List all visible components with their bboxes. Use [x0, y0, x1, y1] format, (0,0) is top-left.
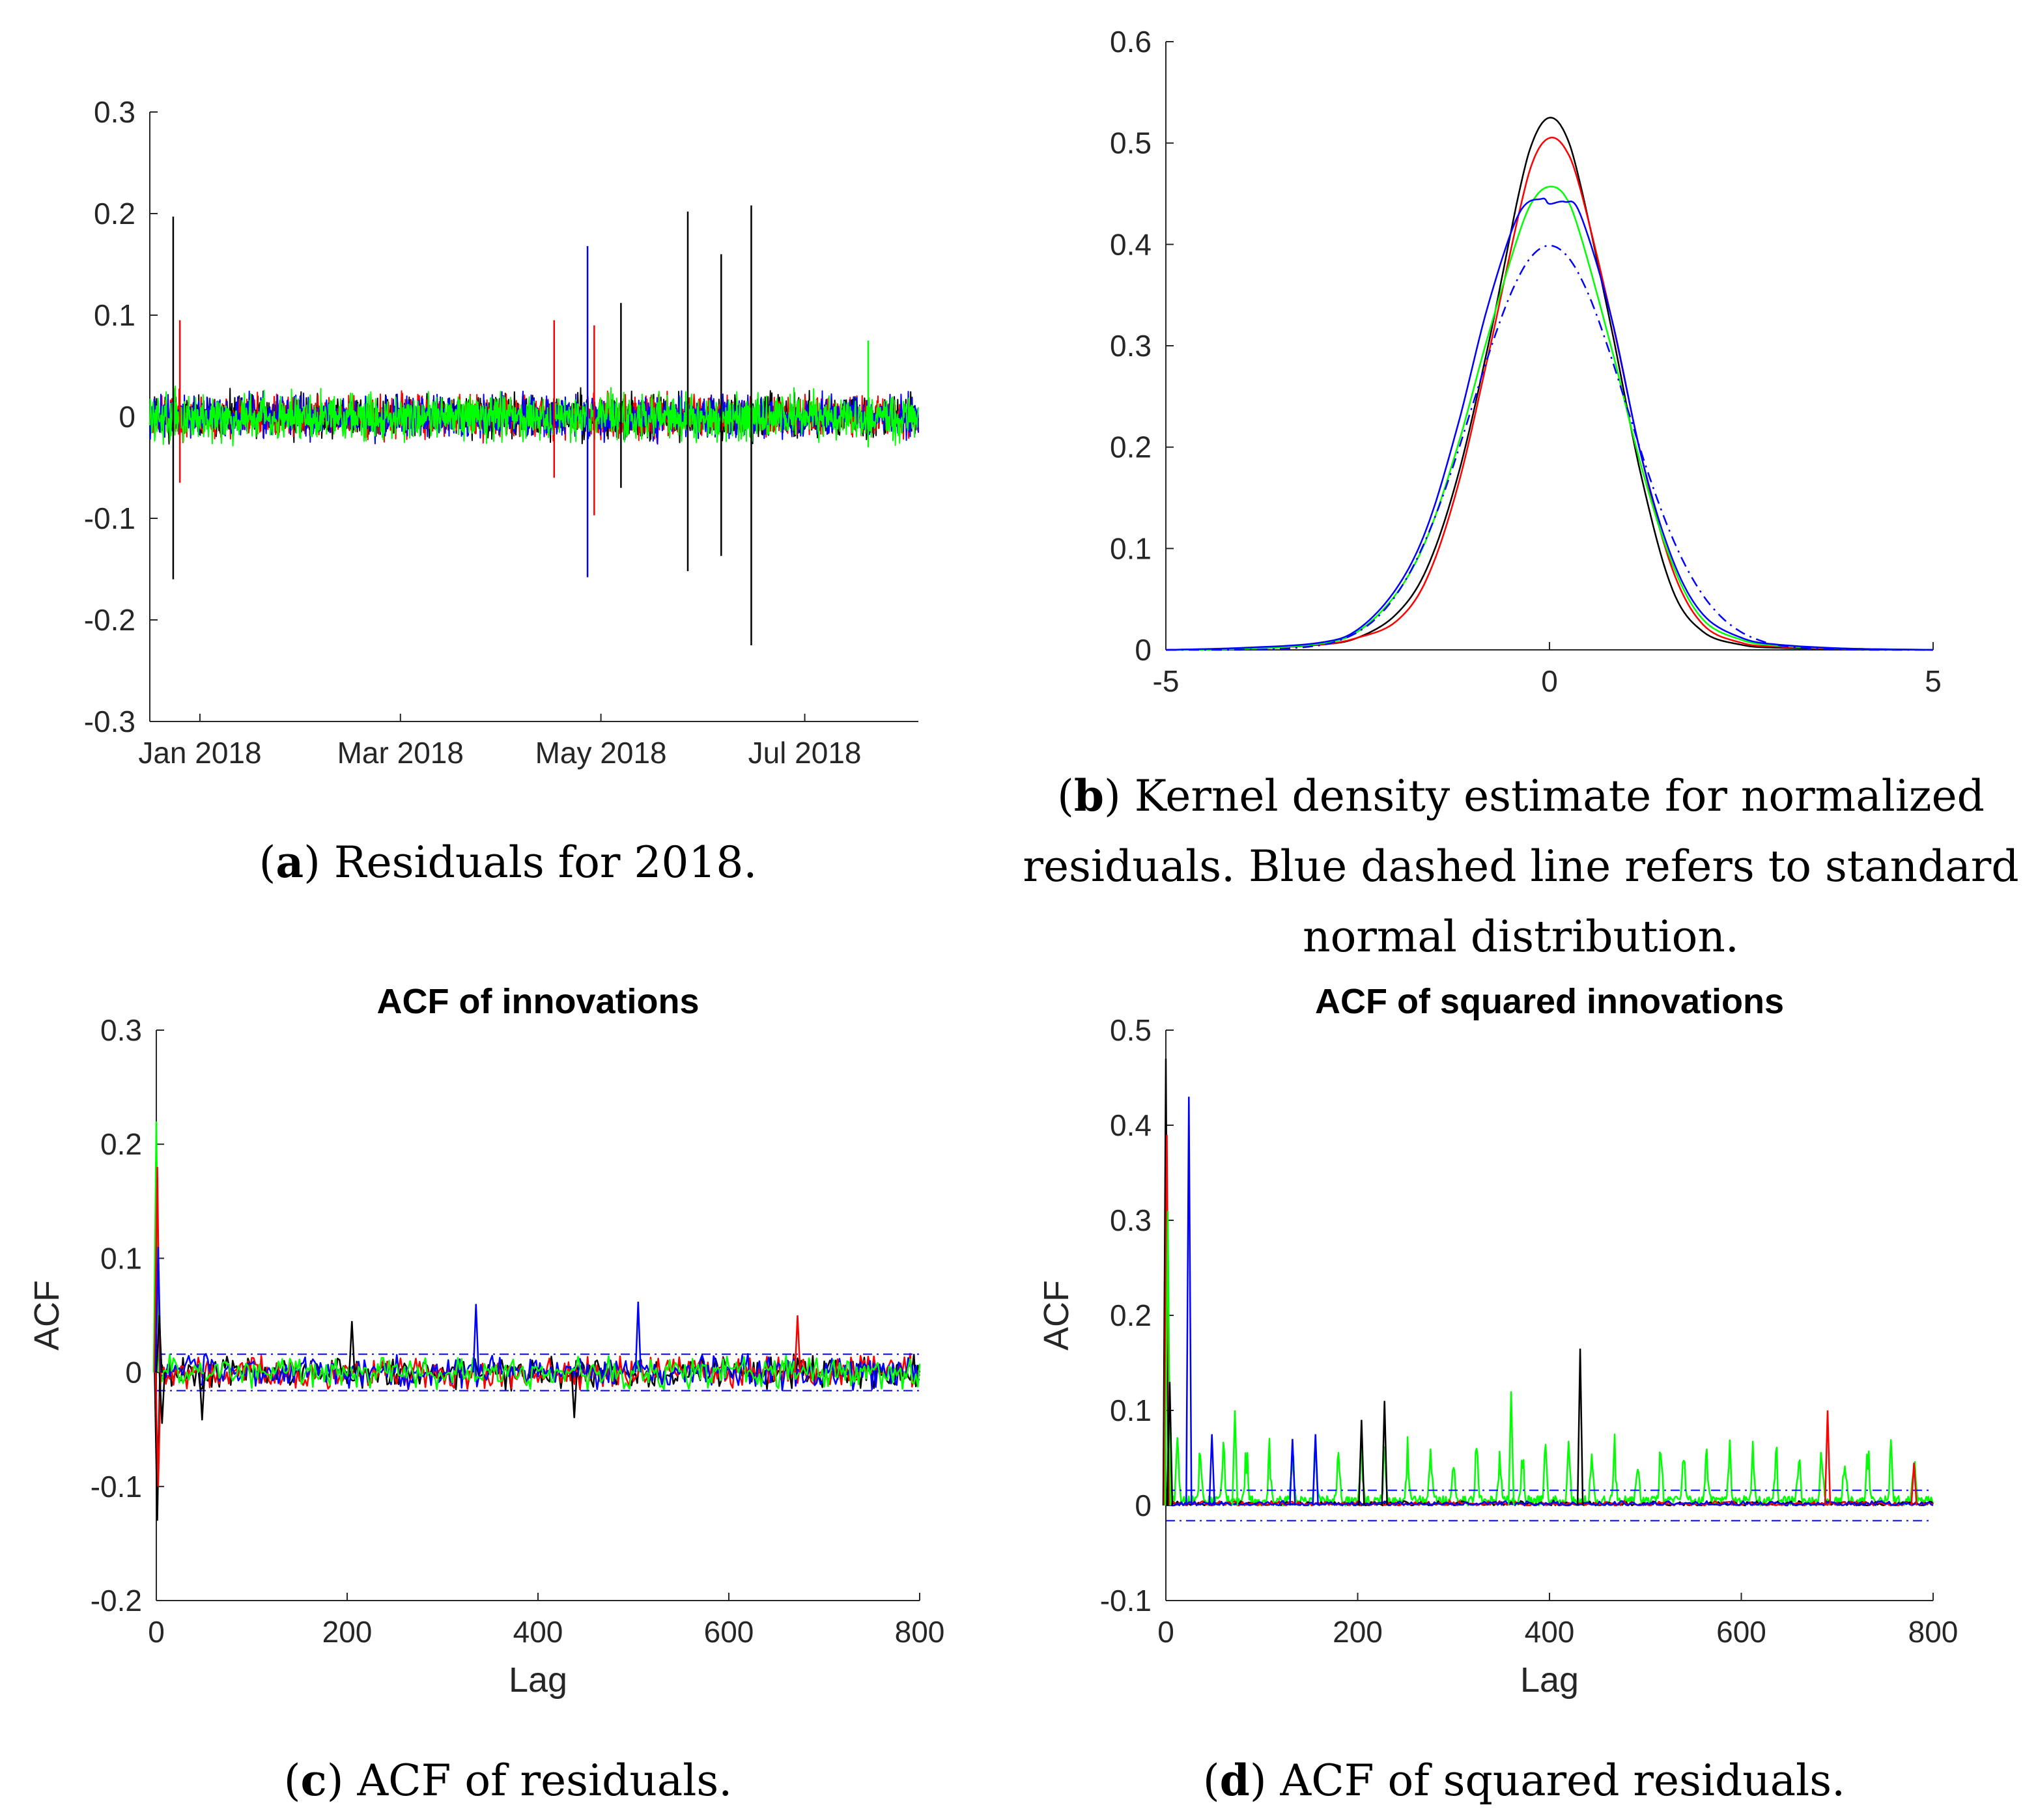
chart-title: ACF of squared innovations [1315, 982, 1784, 1021]
y-axis-label: ACF [27, 1280, 66, 1351]
y-tick-label: 0.4 [1110, 1108, 1152, 1142]
x-tick-label: 400 [513, 1615, 563, 1649]
panel-c-acf-innovations: -0.2 -0.1 0 0.1 0.2 0.3 0 200 400 600 800 ACF of in… [27, 982, 944, 1700]
y-tick-label: 0.1 [100, 1241, 142, 1275]
acf-peak-blue [1289, 1438, 1296, 1506]
acf-peak-black [571, 1372, 578, 1418]
acf-peak-black [1358, 1420, 1365, 1506]
y-tick-label: 0.1 [94, 298, 135, 332]
x-tick-label: 5 [1925, 664, 1942, 698]
y-tick-label: 0.2 [1110, 1298, 1152, 1332]
caption-b: (b) Kernel density estimate for normaliz… [1023, 770, 2019, 962]
density-line-black [1165, 117, 1934, 651]
x-tick-label: 0 [148, 1615, 165, 1649]
x-tick-label: 600 [1716, 1615, 1766, 1649]
x-tick-label: 200 [1333, 1615, 1383, 1649]
y-tick-label: 0 [119, 400, 135, 434]
acf-peak-blue [1185, 1097, 1193, 1506]
y-tick-label: -0.1 [91, 1470, 142, 1504]
acf-peak-green [1507, 1391, 1515, 1506]
acf-peak-blue [1208, 1434, 1215, 1506]
y-tick-label: 0.3 [94, 95, 135, 129]
y-axis-label: ACF [1037, 1280, 1076, 1351]
caption-a: (a) Residuals for 2018. [259, 837, 757, 888]
acf-series-green [1170, 1433, 1934, 1507]
density-line-standard-normal [1166, 244, 1933, 651]
y-tick-label: 0.3 [1110, 1203, 1152, 1237]
y-tick-label: -0.1 [1100, 1584, 1152, 1617]
x-tick-label: -5 [1153, 664, 1180, 698]
acf-peak-red [794, 1315, 801, 1373]
acf-peak-black [199, 1372, 206, 1421]
y-tick-label: 0.2 [94, 197, 135, 231]
y-tick-label: 0.1 [1110, 1393, 1152, 1427]
residual-series-green [149, 385, 919, 447]
caption-d: (d) ACF of squared residuals. [1202, 1755, 1846, 1806]
density-line-green [1165, 186, 1934, 651]
y-tick-label: 0.6 [1110, 25, 1152, 59]
y-tick-label: 0.3 [1110, 329, 1152, 363]
x-tick-label: Jul 2018 [748, 736, 862, 770]
y-tick-label: 0.2 [100, 1127, 142, 1161]
density-line-blue [1165, 197, 1934, 651]
x-tick-label: 200 [322, 1615, 373, 1649]
caption-c-letter: c [300, 1755, 327, 1806]
caption-b-letter: b [1073, 770, 1104, 821]
x-tick-label: 800 [1908, 1615, 1959, 1649]
y-tick-label: 0.1 [1110, 531, 1152, 565]
x-tick-label: 0 [1157, 1615, 1174, 1649]
y-tick-label: 0 [1135, 633, 1152, 667]
acf-series-blue [1171, 1500, 1934, 1507]
y-tick-label: -0.3 [84, 705, 135, 738]
y-tick-label: -0.2 [84, 603, 135, 637]
acf-peak-black [1381, 1401, 1388, 1506]
acf-peak-black [1166, 1382, 1174, 1506]
y-tick-label: 0.3 [100, 1013, 142, 1047]
acf-peak-black [1576, 1349, 1584, 1506]
caption-c-text: ACF of residuals. [357, 1756, 733, 1806]
x-tick-label: 400 [1525, 1615, 1575, 1649]
acf-peak-green [1231, 1410, 1239, 1506]
x-tick-label: 600 [704, 1615, 754, 1649]
caption-a-text: Residuals for 2018. [333, 837, 757, 888]
y-tick-label: -0.1 [84, 501, 135, 535]
acf-peak-red [154, 1372, 162, 1487]
y-tick-label: 0 [125, 1356, 142, 1390]
acf-peak-blue [1312, 1434, 1319, 1506]
x-tick-label: 800 [895, 1615, 945, 1649]
x-axis-label: Lag [509, 1660, 567, 1700]
acf-peak-blue [472, 1304, 480, 1373]
acf-peak-blue [634, 1301, 642, 1373]
y-tick-label: 0.4 [1110, 227, 1152, 261]
acf-peak-red [1824, 1410, 1832, 1506]
x-tick-label: Jan 2018 [138, 736, 261, 770]
x-tick-label: May 2018 [535, 736, 667, 770]
y-tick-label: 0.5 [1110, 1013, 1152, 1047]
panel-b-kernel-density: 00.10.20.30.40.50.6-5 0 5 [1110, 25, 1942, 698]
acf-series-green [159, 1353, 921, 1392]
acf-peak-red [1910, 1463, 1917, 1506]
caption-c: (c) ACF of residuals. [283, 1755, 733, 1806]
acf-peak-black [348, 1321, 356, 1373]
y-tick-label: 0.5 [1110, 126, 1152, 160]
caption-d-text: ACF of squared residuals. [1280, 1756, 1846, 1806]
density-line-red [1165, 137, 1934, 651]
panel-a-residuals: -0.3 -0.2 -0.1 0 0.1 0.2 0.3 Jan 2018 Mar 2018 Ma… [84, 95, 919, 770]
caption-d-letter: d [1219, 1755, 1250, 1806]
chart-title: ACF of innovations [377, 982, 700, 1021]
acf-peak-black [158, 1372, 166, 1424]
x-axis-label: Lag [1520, 1660, 1579, 1700]
y-tick-label: -0.2 [91, 1584, 142, 1617]
acf-peak-black [156, 1315, 163, 1373]
y-tick-label: 0.2 [1110, 430, 1152, 464]
y-tick-label: 0 [1135, 1489, 1152, 1522]
caption-a-letter: a [276, 837, 304, 888]
x-tick-label: 0 [1541, 664, 1558, 698]
x-tick-label: Mar 2018 [337, 736, 464, 770]
caption-b-text: Kernel density estimate for normalized r… [1023, 771, 2019, 962]
